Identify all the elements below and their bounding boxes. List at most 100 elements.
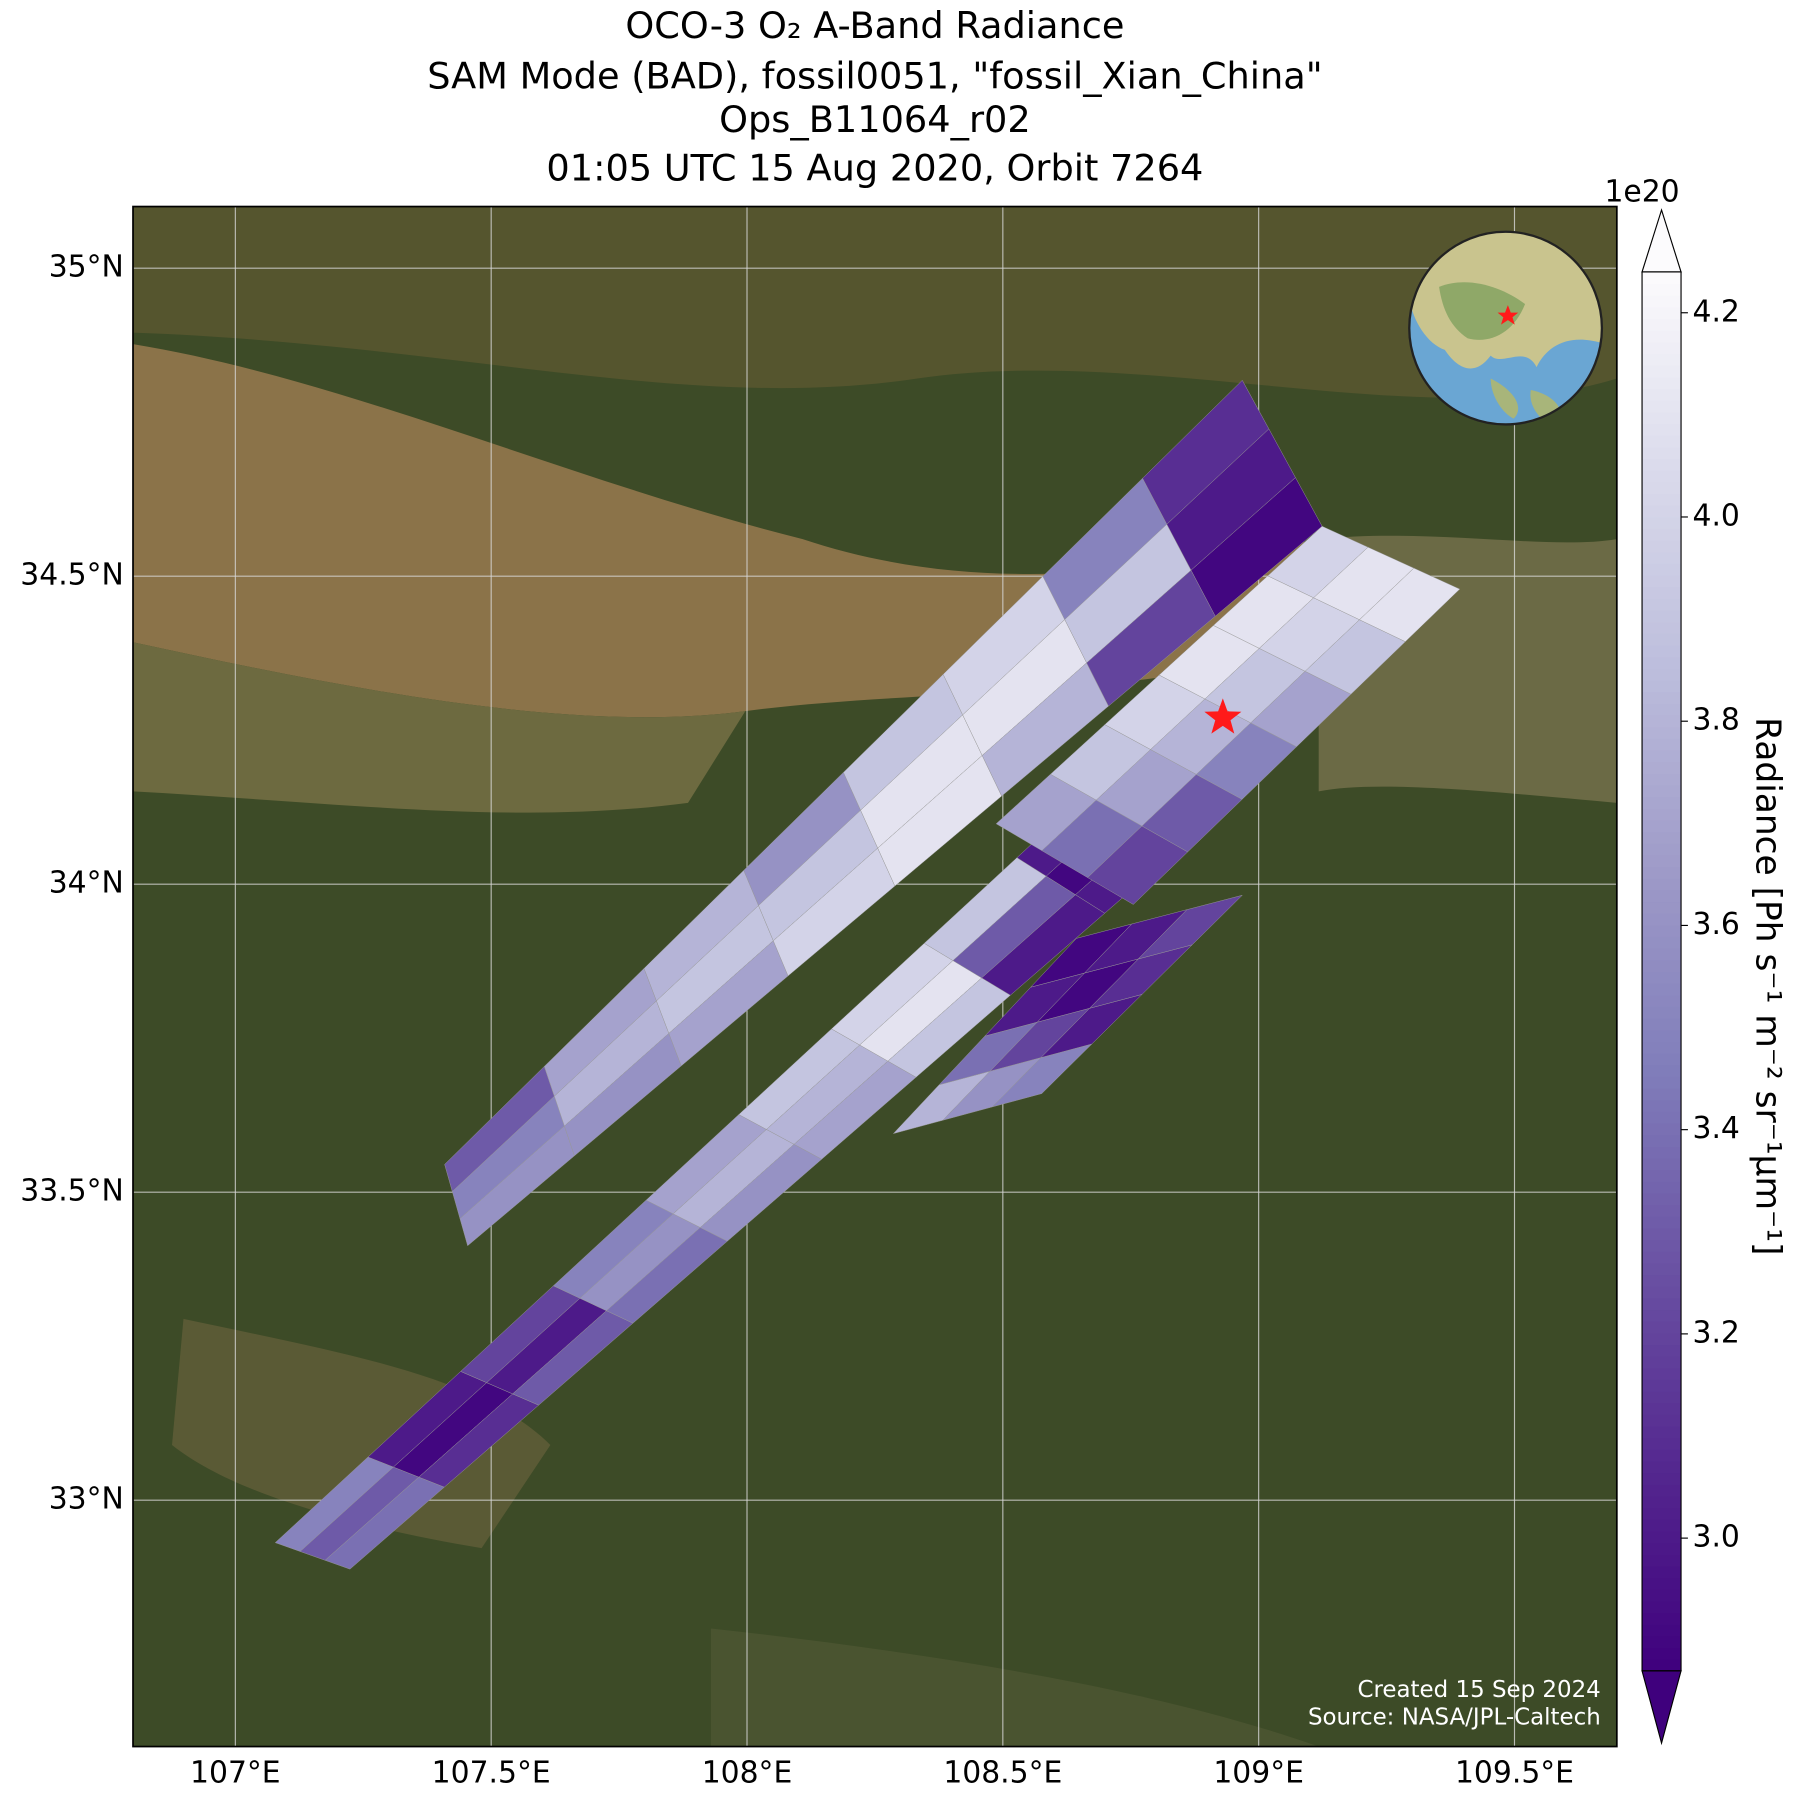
colorbar-step <box>1642 411 1682 425</box>
terrain <box>133 642 746 813</box>
colorbar-step <box>1642 760 1682 774</box>
land <box>1490 378 1519 419</box>
colorbar-frame <box>1641 271 1682 1672</box>
colorbar-step <box>1642 1495 1682 1509</box>
swath-cell <box>1137 894 1244 960</box>
colorbar-tick-label: 3.6 <box>1693 907 1740 942</box>
colorbar-step <box>1642 1367 1682 1380</box>
swaths <box>274 379 1461 1570</box>
colorbar-step <box>1642 1646 1682 1660</box>
colorbar-step <box>1642 1390 1682 1404</box>
colorbar-step <box>1642 1203 1682 1217</box>
colorbar-step <box>1642 341 1682 355</box>
colorbar-step <box>1642 1017 1682 1031</box>
y-tick-label: 34.5°N <box>20 558 124 593</box>
colorbar-step <box>1642 819 1682 833</box>
colorbar-step <box>1642 1553 1682 1567</box>
colorbar-step <box>1642 1530 1682 1544</box>
colorbar-step <box>1642 1565 1682 1579</box>
colorbar-step <box>1642 1029 1682 1042</box>
colorbar-step <box>1642 586 1682 599</box>
colorbar-extend <box>1641 208 1682 273</box>
colorbar-step <box>1642 492 1682 506</box>
colorbar-step <box>1642 551 1682 564</box>
x-tick-label: 109°E <box>1213 1756 1304 1791</box>
colorbar-tick-label: 3.8 <box>1693 703 1740 738</box>
colorbar-step <box>1642 457 1682 471</box>
colorbar-step <box>1642 1308 1682 1322</box>
annotation: Source: NASA/JPL-Caltech <box>1308 1704 1601 1730</box>
x-tick-label: 108°E <box>702 1756 793 1791</box>
colorbar-step <box>1642 352 1682 366</box>
colorbar-step <box>1642 387 1682 401</box>
annotation: Created 15 Sep 2024 <box>1357 1677 1600 1703</box>
colorbar-step <box>1642 1075 1682 1089</box>
colorbar-step <box>1642 516 1682 529</box>
colorbar-step <box>1642 294 1682 308</box>
colorbar-step <box>1642 1542 1682 1555</box>
colorbar-step <box>1642 830 1682 844</box>
terrain <box>710 1628 1319 1747</box>
colorbar-step <box>1642 481 1682 494</box>
colorbar-step <box>1642 1612 1682 1625</box>
colorbar-step <box>1642 1635 1682 1649</box>
colorbar-step <box>1642 609 1682 623</box>
colorbar-label: Radiance [Ph s⁻¹ m⁻² sr⁻¹µm⁻¹] <box>1747 717 1787 1255</box>
colorbar-step <box>1642 679 1682 693</box>
colorbar-step <box>1642 1518 1682 1532</box>
land <box>1439 282 1526 340</box>
swath-cell <box>1359 567 1461 642</box>
colorbar-step <box>1642 1262 1682 1276</box>
colorbar-step <box>1642 865 1682 879</box>
colorbar-step <box>1642 737 1682 751</box>
target-star <box>1204 698 1242 734</box>
colorbar-step <box>1642 1110 1682 1124</box>
y-tick-label: 34°N <box>49 866 124 901</box>
colorbar-step <box>1642 1588 1682 1602</box>
x-tick-label: 108.5°E <box>943 1756 1062 1791</box>
colorbar-step <box>1642 632 1682 646</box>
colorbar-step <box>1642 889 1682 903</box>
colorbar-step <box>1642 1355 1682 1369</box>
colorbar-step <box>1642 1238 1682 1252</box>
colorbar-step <box>1642 527 1682 541</box>
colorbar-step <box>1642 702 1682 716</box>
colorbar-step <box>1642 1273 1682 1287</box>
colorbar-step <box>1642 562 1682 576</box>
colorbar-step <box>1642 807 1682 821</box>
colorbar-step <box>1642 842 1682 856</box>
colorbar-step <box>1642 1507 1682 1520</box>
colorbar-step <box>1642 795 1682 809</box>
colorbar-step <box>1642 667 1682 681</box>
colorbar-step <box>1642 434 1682 448</box>
colorbar-step <box>1642 1285 1682 1299</box>
colorbar-step <box>1642 329 1682 343</box>
colorbar-step <box>1642 317 1682 331</box>
colorbar-step <box>1642 1168 1682 1182</box>
colorbar-step <box>1642 422 1682 436</box>
globe-land <box>1409 231 1602 425</box>
colorbar-step <box>1642 1600 1682 1614</box>
colorbar-step <box>1642 271 1682 285</box>
colorbar-step <box>1642 1215 1682 1229</box>
colorbar-tick-label: 4.0 <box>1693 498 1740 533</box>
valley <box>172 1318 551 1549</box>
y-tick-label: 33.5°N <box>20 1174 124 1209</box>
x-tick-label: 107.5°E <box>432 1756 551 1791</box>
colorbar-step <box>1642 1472 1682 1485</box>
colorbar-step <box>1642 1192 1682 1206</box>
colorbar-step <box>1642 1577 1682 1590</box>
colorbar-step <box>1642 1157 1682 1171</box>
colorbar-step <box>1642 691 1682 704</box>
colorbar-tick-label: 4.2 <box>1693 294 1740 329</box>
colorbar-step <box>1642 924 1682 937</box>
inset-globe <box>1408 230 1604 426</box>
colorbar-step <box>1642 1343 1682 1357</box>
map-frame <box>132 205 1618 1748</box>
colorbar-step <box>1642 912 1682 926</box>
colorbar-step <box>1642 784 1682 798</box>
colorbar-step <box>1642 1483 1682 1497</box>
colorbar-step <box>1642 644 1682 658</box>
